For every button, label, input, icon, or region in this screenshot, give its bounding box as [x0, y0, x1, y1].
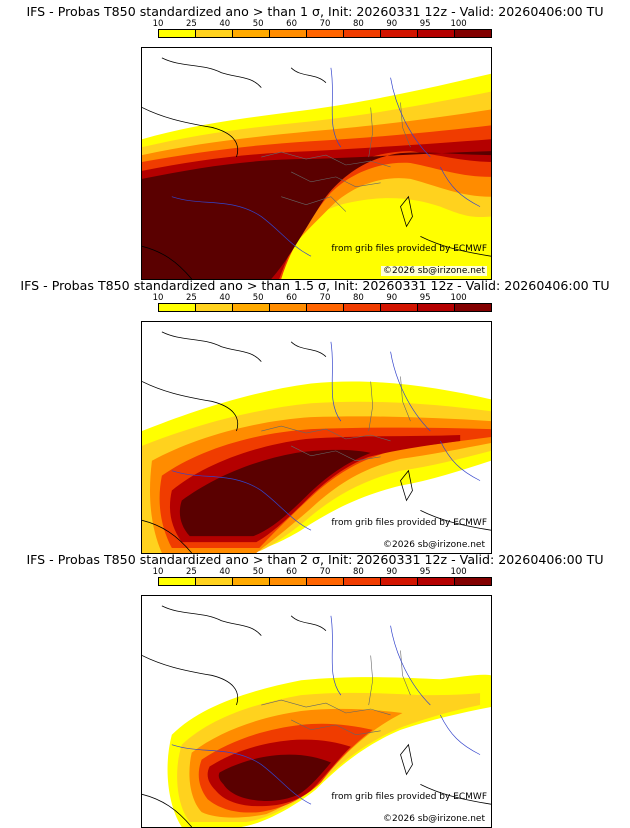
source-credit: from grib files provided by ECMWF: [331, 792, 487, 802]
rivers: [171, 615, 481, 805]
probability-fill: [167, 674, 491, 827]
colorbar-segment: [307, 30, 344, 37]
colorbar-segment: [307, 304, 344, 311]
tick-label: 60: [286, 567, 298, 577]
colorbar: [158, 303, 492, 312]
tick-label: 50: [252, 567, 264, 577]
rivers: [171, 341, 481, 531]
colorbar-tick-labels: 10 25 40 50 60 70 80 90 95 100: [153, 293, 492, 303]
colorbar-segment: [233, 578, 270, 585]
tick-label: 70: [319, 567, 331, 577]
copyright-credit: ©2026 sb@irizone.net: [381, 266, 487, 276]
tick-label: 95: [419, 293, 431, 303]
coastlines: [142, 605, 491, 827]
colorbar: [158, 577, 492, 586]
tick-label: 40: [219, 19, 231, 29]
colorbar-segment: [344, 578, 381, 585]
tick-label: 95: [419, 567, 431, 577]
tick-label: 100: [450, 19, 467, 29]
coastlines: [142, 331, 491, 553]
probability-panel-1-5-sigma: IFS - Probas T850 standardized ano > tha…: [0, 278, 630, 554]
tick-label: 70: [319, 19, 331, 29]
colorbar-segment: [196, 304, 233, 311]
probability-fill: [142, 381, 491, 553]
colorbar-tick-labels: 10 25 40 50 60 70 80 90 95 100: [153, 19, 492, 29]
tick-label: 80: [352, 567, 364, 577]
colorbar: [158, 29, 492, 38]
colorbar-segment: [381, 578, 418, 585]
tick-label: 80: [352, 19, 364, 29]
tick-label: 10: [152, 19, 164, 29]
colorbar-segment: [159, 578, 196, 585]
probability-map: from grib files provided by ECMWF ©2026 …: [141, 595, 492, 828]
colorbar-segment: [418, 304, 455, 311]
probability-panel-1-sigma: IFS - Probas T850 standardized ano > tha…: [0, 4, 630, 280]
tick-label: 50: [252, 293, 264, 303]
colorbar-segment: [196, 30, 233, 37]
copyright-credit: ©2026 sb@irizone.net: [381, 540, 487, 550]
tick-label: 40: [219, 567, 231, 577]
tick-label: 10: [152, 567, 164, 577]
country-borders: [261, 650, 411, 736]
tick-label: 60: [286, 293, 298, 303]
colorbar-segment: [196, 578, 233, 585]
tick-label: 90: [386, 293, 398, 303]
probability-map: from grib files provided by ECMWF ©2026 …: [141, 47, 492, 280]
colorbar-segment: [233, 30, 270, 37]
colorbar-segment: [159, 30, 196, 37]
colorbar-segment: [159, 304, 196, 311]
tick-label: 90: [386, 567, 398, 577]
tick-label: 100: [450, 567, 467, 577]
colorbar-segment: [344, 304, 381, 311]
colorbar-segment: [455, 30, 491, 37]
colorbar-segment: [270, 578, 307, 585]
tick-label: 40: [219, 293, 231, 303]
country-borders: [261, 102, 411, 212]
map-graphic: [142, 57, 491, 279]
panel-title: IFS - Probas T850 standardized ano > tha…: [26, 552, 604, 567]
colorbar-segment: [455, 304, 491, 311]
colorbar-segment: [455, 578, 491, 585]
colorbar-segment: [233, 304, 270, 311]
map-graphic: [142, 331, 491, 553]
colorbar-segment: [381, 304, 418, 311]
tick-label: 95: [419, 19, 431, 29]
tick-label: 25: [185, 19, 197, 29]
colorbar-tick-labels: 10 25 40 50 60 70 80 90 95 100: [153, 567, 492, 577]
tick-label: 80: [352, 293, 364, 303]
tick-label: 70: [319, 293, 331, 303]
colorbar-segment: [418, 30, 455, 37]
colorbar-segment: [344, 30, 381, 37]
panel-title: IFS - Probas T850 standardized ano > tha…: [20, 278, 610, 293]
panel-title: IFS - Probas T850 standardized ano > tha…: [26, 4, 604, 19]
probability-panel-2-sigma: IFS - Probas T850 standardized ano > tha…: [0, 552, 630, 828]
rivers: [171, 67, 481, 257]
colorbar-segment: [381, 30, 418, 37]
colorbar-segment: [270, 304, 307, 311]
map-graphic: [142, 605, 491, 827]
country-borders: [261, 376, 411, 462]
colorbar-segment: [270, 30, 307, 37]
source-credit: from grib files provided by ECMWF: [331, 244, 487, 254]
tick-label: 100: [450, 293, 467, 303]
colorbar-segment: [307, 578, 344, 585]
tick-label: 25: [185, 293, 197, 303]
tick-label: 50: [252, 19, 264, 29]
tick-label: 10: [152, 293, 164, 303]
probability-map: from grib files provided by ECMWF ©2026 …: [141, 321, 492, 554]
colorbar-segment: [418, 578, 455, 585]
tick-label: 60: [286, 19, 298, 29]
copyright-credit: ©2026 sb@irizone.net: [381, 814, 487, 824]
source-credit: from grib files provided by ECMWF: [331, 518, 487, 528]
coastlines: [142, 57, 491, 279]
tick-label: 25: [185, 567, 197, 577]
probability-fill: [142, 73, 491, 279]
tick-label: 90: [386, 19, 398, 29]
